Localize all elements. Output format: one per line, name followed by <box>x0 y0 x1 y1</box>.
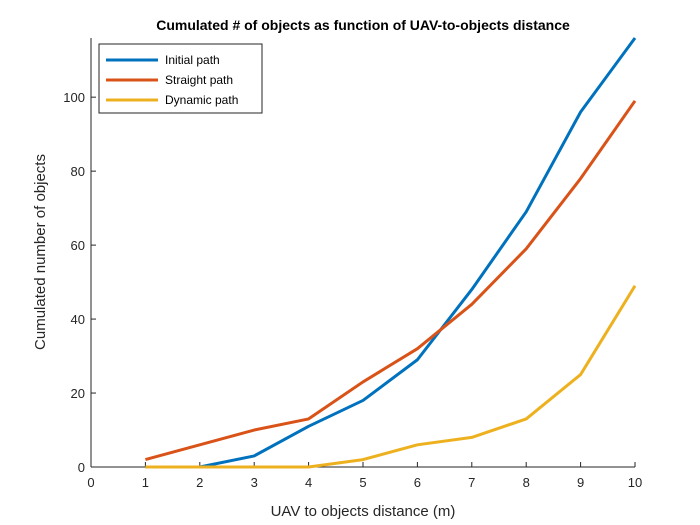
series-line-straight-path <box>145 100 637 462</box>
x-tick-label: 6 <box>414 475 421 490</box>
x-tick-label: 1 <box>142 475 149 490</box>
legend-label-straight-path: Straight path <box>165 73 233 87</box>
legend: Initial path Straight path Dynamic path <box>98 43 263 114</box>
x-tick-label: 3 <box>251 475 258 490</box>
y-tick-label: 60 <box>71 238 85 253</box>
y-axis-ticks: 0 20 40 60 80 100 <box>63 90 96 475</box>
x-tick-label: 5 <box>359 475 366 490</box>
y-axis-label: Cumulated number of objects <box>32 154 49 350</box>
y-tick-label: 20 <box>71 386 85 401</box>
x-tick-label: 2 <box>196 475 203 490</box>
x-tick-label: 9 <box>577 475 584 490</box>
x-tick-label: 7 <box>468 475 475 490</box>
y-tick-label: 0 <box>78 460 85 475</box>
x-tick-label: 8 <box>523 475 530 490</box>
chart-title: Cumulated # of objects as function of UA… <box>156 17 570 33</box>
x-tick-label: 0 <box>87 475 94 490</box>
y-tick-label: 80 <box>71 164 85 179</box>
x-tick-label: 4 <box>305 475 312 490</box>
x-axis-label: UAV to objects distance (m) <box>271 503 456 520</box>
series-line-initial-path <box>145 37 637 469</box>
legend-label-dynamic-path: Dynamic path <box>165 93 238 107</box>
y-tick-label: 40 <box>71 312 85 327</box>
x-axis-ticks: 0 1 2 3 4 5 6 7 8 9 10 <box>87 462 642 490</box>
series-lines <box>145 37 637 469</box>
legend-label-initial-path: Initial path <box>165 53 220 67</box>
y-tick-label: 100 <box>63 90 85 105</box>
series-line-dynamic-path <box>145 284 637 469</box>
x-tick-label: 10 <box>628 475 642 490</box>
